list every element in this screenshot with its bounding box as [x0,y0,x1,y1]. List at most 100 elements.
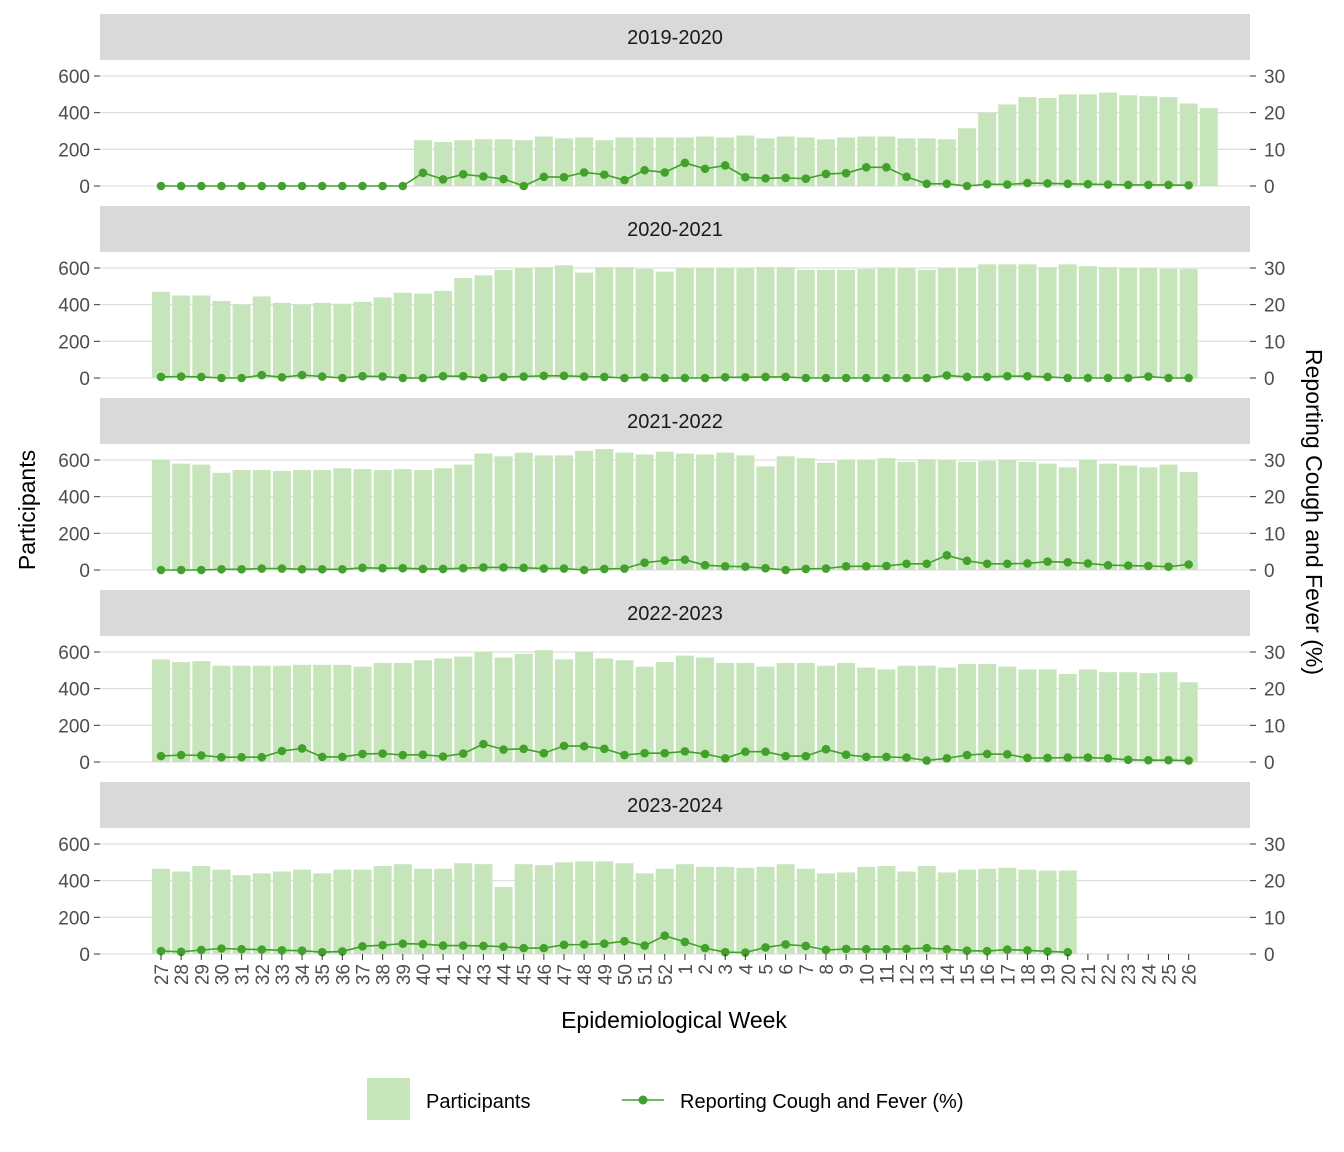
participants-bar [756,138,775,186]
participants-bar [655,451,674,570]
participants-bar [272,471,291,570]
participants-bar [655,662,674,762]
participants-bar [917,866,936,954]
cough-fever-point [821,744,831,754]
y2-axis-title: Reporting Cough and Fever (%) [1301,349,1327,675]
cough-fever-point [1083,373,1093,383]
x-tick-label: 8 [817,964,838,975]
x-tick-label: 16 [978,964,999,985]
cough-fever-point [499,745,508,754]
cough-fever-point [962,750,972,760]
participants-bar [534,267,553,378]
participants-bar [1139,673,1158,762]
participants-bar [353,301,372,378]
x-tick-label: 7 [797,964,818,975]
participants-bar [937,268,956,378]
cough-fever-point [479,172,488,181]
x-tick-label: 9 [837,964,858,975]
x-tick-label: 34 [293,964,314,986]
participants-bar [1139,268,1158,378]
participants-bar [897,268,916,378]
y-tick-label: 200 [58,716,90,737]
participants-bar [958,268,976,378]
cough-fever-point [942,371,952,380]
participants-bar [555,862,573,954]
cough-fever-point [861,373,871,383]
y2-tick-label: 20 [1264,488,1285,509]
participants-bar [1018,97,1037,186]
cough-fever-point [197,181,206,191]
participants-bar [897,461,916,570]
panel-strip [100,206,1250,252]
participants-bar [696,268,715,378]
cough-fever-point [1003,750,1012,759]
cough-fever-point [922,179,931,189]
cough-fever-point [438,175,448,184]
panel-2022-2023: 2022-2023 0 200 400 600 0 10 20 30 [58,590,1285,774]
participants-bar [1038,870,1057,954]
participants-bar [998,264,1017,378]
cough-fever-point [660,373,670,383]
cough-fever-point [620,750,629,760]
participants-bar [212,665,231,762]
cough-fever-point [902,172,911,182]
participants-bar [252,873,271,954]
cough-fever-point [1083,753,1093,762]
cough-fever-point [519,943,528,953]
cough-fever-point [176,372,186,381]
participants-bar [816,269,835,378]
cough-fever-point [761,563,770,573]
participants-bar [1099,672,1118,762]
participants-bar [212,869,231,954]
x-tick-label: 3 [716,964,737,975]
cough-fever-point [176,750,186,760]
x-tick-label: 35 [313,964,334,985]
participants-bar [454,863,473,954]
participants-bar [1099,267,1118,378]
cough-fever-point [902,753,911,762]
participants-bar [736,135,755,186]
cough-fever-point [902,944,911,954]
cough-fever-point [640,372,649,382]
cough-fever-point [680,555,690,565]
participants-bar [434,468,453,570]
cough-fever-point [1164,562,1173,571]
participants-bar [615,137,634,186]
cough-fever-point [438,564,448,574]
participants-bar [998,460,1017,570]
cough-fever-point [499,372,508,382]
participants-bar [534,136,553,186]
participants-bar [635,873,654,954]
y2-tick-label: 30 [1264,643,1285,664]
panel-strip [100,398,1250,444]
cough-fever-point [418,168,428,178]
cough-fever-point [358,181,367,191]
cough-fever-point [297,564,307,574]
cough-fever-point [1063,373,1073,383]
cough-fever-point [781,173,790,183]
cough-fever-point [680,747,690,756]
participants-bar [1139,96,1158,186]
cough-fever-point [620,564,629,573]
participants-bar [534,455,553,570]
cough-fever-point [559,371,569,381]
cough-fever-point [660,931,670,940]
cough-fever-point [942,179,952,189]
x-tick-label: 14 [938,964,959,986]
participants-bar [897,665,916,762]
participants-bar [1018,264,1037,378]
cough-fever-point [358,942,367,951]
participants-bar [555,265,573,378]
cough-fever-point [1043,179,1052,188]
cough-fever-point [741,747,750,757]
cough-fever-point [1063,558,1073,567]
participants-bar [978,264,997,378]
participants-bar [816,665,835,762]
cough-fever-point [741,372,750,382]
x-tick-label: 21 [1079,964,1100,985]
x-tick-label: 11 [877,964,898,984]
cough-fever-point [297,946,307,955]
participants-bar [474,864,493,954]
participants-bar [796,458,815,570]
cough-fever-point [237,181,246,191]
